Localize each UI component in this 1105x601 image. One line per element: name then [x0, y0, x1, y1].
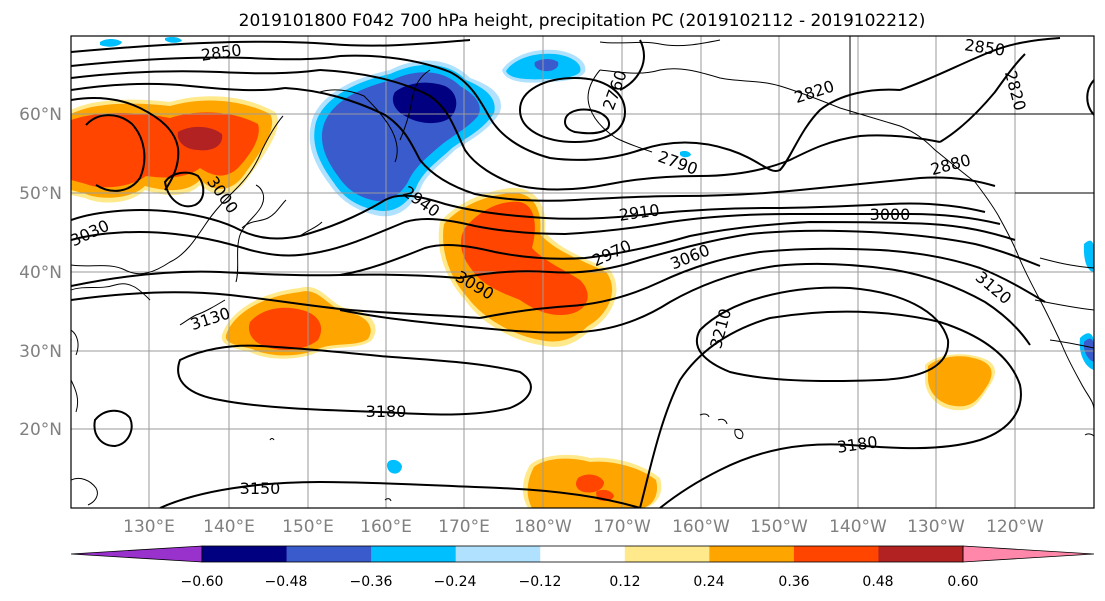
colorbar-swatch	[286, 546, 372, 562]
colorbar-tick-label: −0.60	[181, 574, 224, 590]
longitude-labels: 130°E 140°E 150°E 160°E 170°E 180°W 170°…	[123, 517, 1044, 537]
contour-label: 3150	[240, 479, 281, 498]
colorbar-swatch	[962, 545, 1095, 563]
lon-label: 150°W	[750, 517, 808, 537]
colorbar-tick-label: 0.60	[947, 574, 978, 590]
height-contours	[71, 37, 1094, 508]
colorbar-swatch	[455, 546, 541, 562]
colorbar-tick-label: 0.24	[693, 574, 724, 590]
map-title: 2019101800 F042 700 hPa height, precipit…	[239, 11, 926, 31]
colorbar-swatches	[70, 545, 1095, 563]
colorbar-tick-labels: −0.60 −0.48 −0.36 −0.24 −0.12 0.12 0.24 …	[181, 574, 979, 590]
colorbar-swatch	[793, 546, 879, 562]
colorbar-swatch	[70, 545, 203, 563]
lon-label: 160°E	[360, 517, 412, 537]
colorbar-tick-label: 0.36	[778, 574, 809, 590]
lon-label: 140°E	[203, 517, 255, 537]
colorbar-swatch	[878, 546, 964, 562]
colorbar-swatch	[624, 546, 710, 562]
lon-label: 170°W	[593, 517, 651, 537]
colorbar: −0.60 −0.48 −0.36 −0.24 −0.12 0.12 0.24 …	[70, 545, 1095, 590]
coastlines	[71, 36, 1094, 506]
map-gridlines	[71, 36, 1094, 508]
colorbar-swatch	[202, 546, 288, 562]
colorbar-tick-label: −0.48	[265, 574, 308, 590]
map-plot-area: 2850 2850 2820 2820 2760 2790 2880 2940 …	[71, 35, 1094, 508]
colorbar-tick-label: −0.36	[350, 574, 393, 590]
colorbar-swatch	[371, 546, 457, 562]
colorbar-swatch	[540, 546, 626, 562]
contour-label: 2850	[963, 35, 1006, 59]
lat-label: 60°N	[19, 105, 62, 125]
lon-label: 180°W	[514, 517, 572, 537]
lon-label: 150°E	[282, 517, 334, 537]
colorbar-frame	[201, 545, 964, 563]
lat-label: 50°N	[19, 184, 62, 204]
lon-label: 120°W	[986, 517, 1044, 537]
lat-label: 30°N	[19, 342, 62, 362]
contour-label: 3180	[366, 402, 407, 421]
lat-label: 20°N	[19, 420, 62, 440]
map-frame	[70, 35, 1095, 509]
lon-label: 140°W	[829, 517, 887, 537]
latitude-labels: 60°N 50°N 40°N 30°N 20°N	[19, 105, 62, 440]
lat-label: 40°N	[19, 263, 62, 283]
colorbar-tick-label: −0.24	[434, 574, 477, 590]
lon-label: 130°W	[907, 517, 965, 537]
colorbar-swatch	[709, 546, 795, 562]
lon-label: 160°W	[672, 517, 730, 537]
colorbar-tick-label: 0.12	[609, 574, 640, 590]
lon-label: 130°E	[123, 517, 175, 537]
colorbar-tick-label: −0.12	[519, 574, 562, 590]
contour-label: 3000	[870, 205, 911, 224]
lon-label: 170°E	[438, 517, 490, 537]
colorbar-tick-label: 0.48	[862, 574, 893, 590]
